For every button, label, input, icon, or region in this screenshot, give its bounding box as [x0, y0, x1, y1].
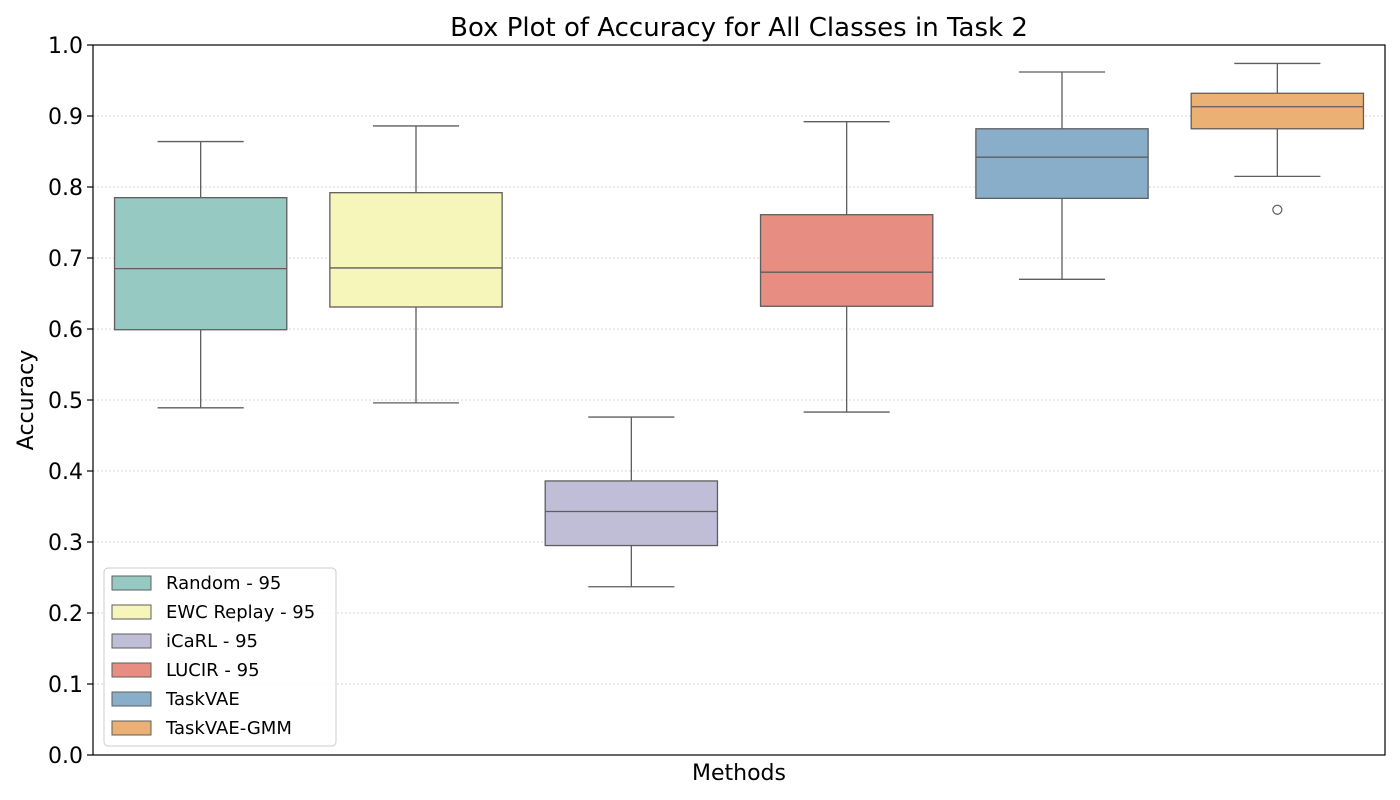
chart-title: Box Plot of Accuracy for All Classes in …: [450, 13, 1028, 43]
legend-label: TaskVAE: [165, 689, 240, 710]
y-axis-label: Accuracy: [14, 350, 39, 450]
legend-label: LUCIR - 95: [166, 660, 260, 681]
y-axis-ticks: 0.0 0.1 0.2 0.3 0.4 0.5 0.6 0.7 0.8 0.9 1.0: [48, 34, 93, 769]
legend-swatch: [111, 691, 152, 707]
y-tick-label: 0.1: [48, 673, 83, 698]
iqr-box: [975, 128, 1149, 200]
grid-lines: [93, 44, 1385, 756]
legend-frame: [103, 567, 337, 747]
y-tick-label: 0.5: [48, 389, 83, 414]
legend-swatch: [111, 720, 152, 736]
iqr-box: [329, 192, 503, 308]
y-tick-label: 0.7: [48, 247, 83, 272]
legend-label: EWC Replay - 95: [166, 602, 315, 623]
y-tick-label: 0.8: [48, 176, 83, 201]
legend-label: Random - 95: [166, 573, 281, 594]
y-tick-label: 0.2: [48, 602, 83, 627]
y-tick-label: 1.0: [48, 34, 83, 59]
y-tick-label: 0.0: [48, 744, 83, 769]
iqr-box: [1190, 92, 1365, 130]
legend-swatch: [111, 575, 152, 591]
boxes: [113, 62, 1365, 588]
box-ewc-replay-95: [329, 125, 503, 404]
box-random-95: [113, 140, 288, 409]
y-tick-label: 0.6: [48, 318, 83, 343]
iqr-box: [759, 214, 934, 307]
outlier-point: [1272, 204, 1283, 215]
y-tick-label: 0.9: [48, 105, 83, 130]
legend-swatch: [111, 633, 152, 649]
y-tick-label: 0.4: [48, 460, 83, 485]
legend-label: iCaRL - 95: [166, 631, 258, 652]
x-axis-label: Methods: [692, 761, 786, 786]
box-icarl-95: [544, 416, 719, 588]
legend: Random - 95 EWC Replay - 95 iCaRL - 95 LUCI…: [103, 567, 337, 747]
box-lucir-95: [759, 121, 934, 413]
box-taskvae: [975, 71, 1149, 280]
box-taskvae-gmm: [1190, 62, 1365, 215]
y-tick-label: 0.3: [48, 531, 83, 556]
legend-swatch: [111, 604, 152, 620]
legend-label: TaskVAE-GMM: [165, 718, 292, 739]
iqr-box: [544, 480, 719, 547]
iqr-box: [113, 196, 288, 331]
legend-swatch: [111, 662, 152, 678]
